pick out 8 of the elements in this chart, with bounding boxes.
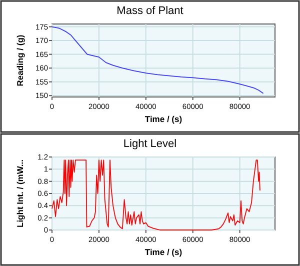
- line-series: [52, 26, 264, 94]
- chart-title: Light Level: [123, 138, 177, 150]
- y-axis-title: Reading / (g): [15, 34, 25, 86]
- x-axis-title: Time / (s): [144, 247, 182, 257]
- x-axis-title: Time / (s): [144, 114, 182, 124]
- y-axis-title: Light Int. / (mW...: [15, 160, 25, 228]
- chart-title: Mass of Plant: [116, 5, 184, 17]
- line-series: [52, 160, 260, 230]
